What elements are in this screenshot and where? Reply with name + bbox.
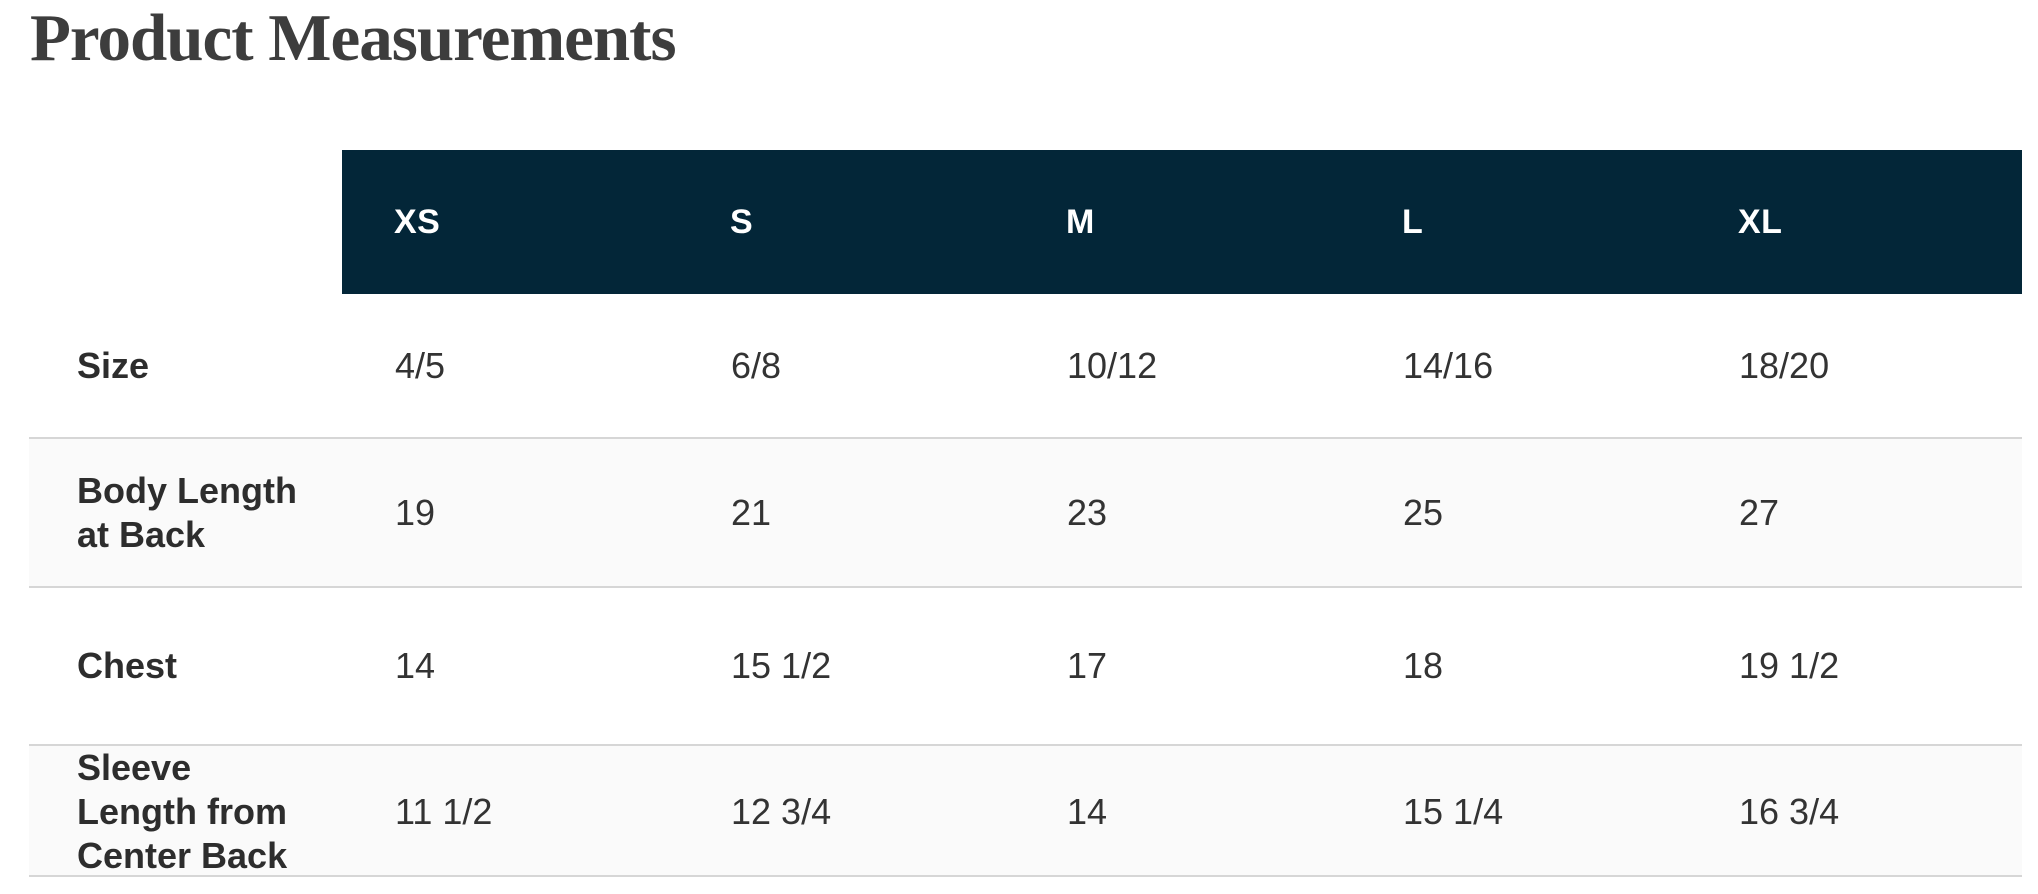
- cell-sleeve-length-xl: 16 3/4: [1739, 791, 1840, 832]
- column-header-s: S: [678, 150, 1014, 294]
- cell-body-length-m: 23: [1067, 491, 1108, 533]
- cell-sleeve-length-xs: 11 1/2: [395, 791, 493, 832]
- page-title: Product Measurements: [30, 1, 677, 75]
- cell-size-xl: 18/20: [1739, 344, 1830, 386]
- cell-size-xs: 4/5: [395, 344, 446, 386]
- measurements-table: XS S M L XL Size 4/5 6/8 10/12 14/16 18/…: [29, 150, 2022, 877]
- table-header-row: XS S M L XL: [29, 150, 2022, 294]
- cell-body-length-l: 25: [1403, 491, 1444, 533]
- cell-sleeve-length-s: 12 3/4: [731, 791, 832, 832]
- column-header-l: L: [1350, 150, 1686, 294]
- cell-body-length-s: 21: [731, 491, 772, 533]
- column-header-xl: XL: [1686, 150, 2022, 294]
- cell-size-s: 6/8: [731, 344, 782, 386]
- table-row-body-length: Body Length at Back 19 21 23 25 27: [29, 437, 2022, 588]
- cell-chest-s: 15 1/2: [731, 645, 832, 686]
- row-label-body-length: Body Length at Back: [77, 469, 297, 555]
- row-label-sleeve-length: Sleeve Length from Center Back: [77, 747, 288, 876]
- cell-chest-xl: 19 1/2: [1739, 645, 1840, 686]
- table-row-chest: Chest 14 15 1/2 17 18 19 1/2: [29, 588, 2022, 744]
- table-row-sleeve-length: Sleeve Length from Center Back 11 1/2 12…: [29, 744, 2022, 877]
- cell-size-l: 14/16: [1403, 344, 1494, 386]
- cell-chest-xs: 14: [395, 645, 436, 686]
- column-header-xs: XS: [342, 150, 678, 294]
- row-label-size: Size: [77, 344, 150, 386]
- cell-body-length-xs: 19: [395, 491, 436, 533]
- cell-body-length-xl: 27: [1739, 491, 1780, 533]
- column-header-m: M: [1014, 150, 1350, 294]
- cell-sleeve-length-l: 15 1/4: [1403, 791, 1504, 832]
- table-row-size: Size 4/5 6/8 10/12 14/16 18/20: [29, 294, 2022, 437]
- header-corner-cell: [29, 150, 342, 294]
- cell-sleeve-length-m: 14: [1067, 791, 1108, 832]
- cell-chest-l: 18: [1403, 645, 1444, 686]
- cell-chest-m: 17: [1067, 645, 1108, 686]
- row-label-chest: Chest: [77, 645, 178, 686]
- cell-size-m: 10/12: [1067, 344, 1158, 386]
